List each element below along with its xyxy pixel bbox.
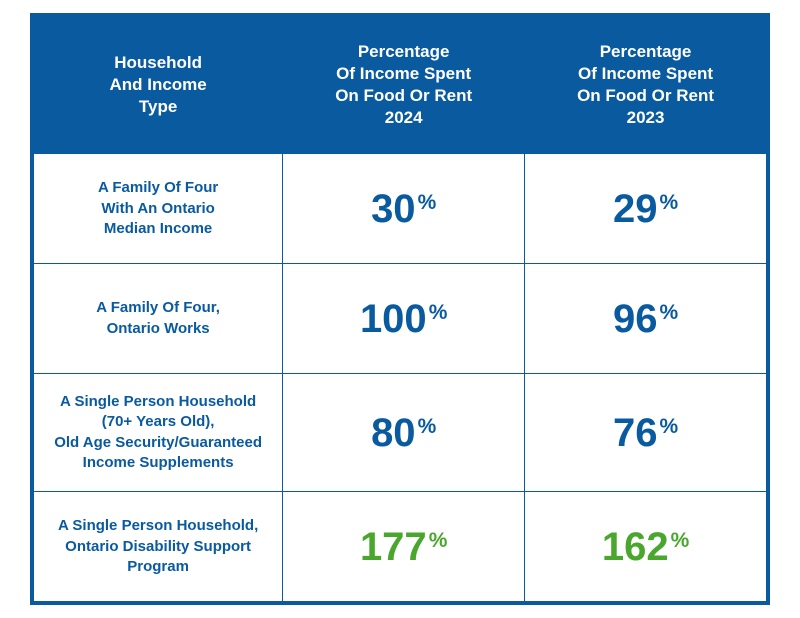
table-body: A Family Of FourWith An OntarioMedian In… bbox=[34, 154, 767, 602]
col-header-household: HouseholdAnd IncomeType bbox=[34, 16, 283, 153]
table-header-row: HouseholdAnd IncomeType PercentageOf Inc… bbox=[34, 16, 767, 153]
percent-symbol: % bbox=[659, 302, 678, 323]
value-2023: 29% bbox=[525, 154, 767, 264]
percent-symbol: % bbox=[659, 416, 678, 437]
percent-symbol: % bbox=[671, 530, 690, 551]
value-2024: 177% bbox=[283, 492, 525, 602]
percent-symbol: % bbox=[418, 416, 437, 437]
percentage-number: 76 bbox=[613, 413, 658, 453]
value-2023: 162% bbox=[525, 492, 767, 602]
percentage-number: 96 bbox=[613, 299, 658, 339]
value-2024: 30% bbox=[283, 154, 525, 264]
percent-symbol: % bbox=[418, 192, 437, 213]
percentage-number: 177 bbox=[360, 527, 427, 567]
value-2023: 76% bbox=[525, 374, 767, 492]
comparison-table: HouseholdAnd IncomeType PercentageOf Inc… bbox=[33, 16, 767, 602]
table-row: A Family Of Four,Ontario Works100%96% bbox=[34, 264, 767, 374]
col-header-2023: PercentageOf Income SpentOn Food Or Rent… bbox=[525, 16, 767, 153]
percentage-value: 30% bbox=[371, 189, 436, 229]
percent-symbol: % bbox=[429, 302, 448, 323]
percent-symbol: % bbox=[429, 530, 448, 551]
percentage-value: 96% bbox=[613, 299, 678, 339]
value-2024: 100% bbox=[283, 264, 525, 374]
percentage-value: 76% bbox=[613, 413, 678, 453]
percentage-value: 162% bbox=[602, 527, 689, 567]
percentage-value: 29% bbox=[613, 189, 678, 229]
table-header: HouseholdAnd IncomeType PercentageOf Inc… bbox=[34, 16, 767, 153]
row-label: A Single Person Household,Ontario Disabi… bbox=[34, 492, 283, 602]
percentage-value: 177% bbox=[360, 527, 447, 567]
percentage-number: 100 bbox=[360, 299, 427, 339]
percentage-number: 162 bbox=[602, 527, 669, 567]
percentage-value: 100% bbox=[360, 299, 447, 339]
row-label: A Single Person Household(70+ Years Old)… bbox=[34, 374, 283, 492]
percentage-value: 80% bbox=[371, 413, 436, 453]
comparison-table-container: HouseholdAnd IncomeType PercentageOf Inc… bbox=[30, 13, 770, 605]
percentage-number: 29 bbox=[613, 189, 658, 229]
row-label: A Family Of FourWith An OntarioMedian In… bbox=[34, 154, 283, 264]
value-2024: 80% bbox=[283, 374, 525, 492]
value-2023: 96% bbox=[525, 264, 767, 374]
table-row: A Single Person Household(70+ Years Old)… bbox=[34, 374, 767, 492]
row-label: A Family Of Four,Ontario Works bbox=[34, 264, 283, 374]
percent-symbol: % bbox=[659, 192, 678, 213]
table-row: A Single Person Household,Ontario Disabi… bbox=[34, 492, 767, 602]
table-row: A Family Of FourWith An OntarioMedian In… bbox=[34, 154, 767, 264]
col-header-2024: PercentageOf Income SpentOn Food Or Rent… bbox=[283, 16, 525, 153]
percentage-number: 80 bbox=[371, 413, 416, 453]
percentage-number: 30 bbox=[371, 189, 416, 229]
